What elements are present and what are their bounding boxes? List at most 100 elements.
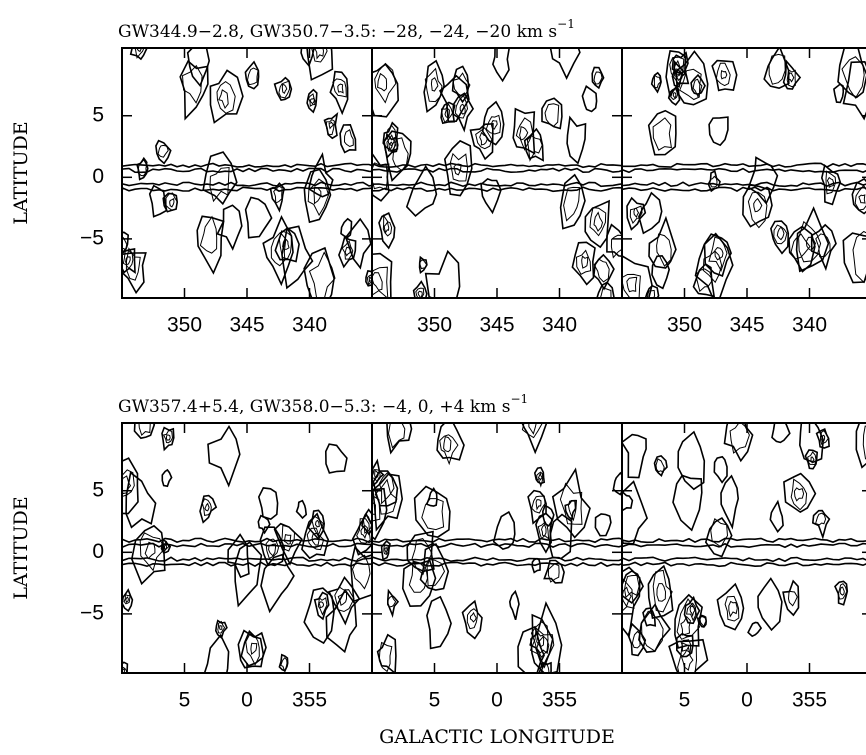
blob-contour: [696, 269, 713, 291]
panel-title: GW344.9−2.8, GW350.7−3.5: −28, −24, −20 …: [118, 17, 575, 42]
x-tick-label: 340: [792, 314, 827, 337]
plane-contour: [117, 562, 375, 566]
blob-contour: [382, 541, 390, 560]
blob-contour: [542, 525, 547, 537]
panel-title: GW357.4+5.4, GW358.0−5.3: −4, 0, +4 km s…: [118, 392, 528, 417]
title-text: GW357.4+5.4, GW358.0−5.3: −4, 0, +4 km s: [118, 397, 510, 417]
blob-contour: [729, 602, 738, 617]
blob-contour: [282, 84, 287, 93]
blob-contour: [615, 256, 652, 310]
blob-contour: [772, 414, 790, 443]
blob-contour: [595, 514, 611, 536]
x-tick-label: 0: [241, 689, 253, 712]
blob-contour: [791, 479, 806, 509]
panel-frame: [622, 423, 866, 673]
blob-contour: [673, 93, 676, 98]
blob-contour: [681, 617, 691, 635]
blob-contour: [341, 219, 352, 238]
plane-contour: [367, 538, 625, 542]
plane-contour: [617, 557, 866, 561]
y-axis-label: LATITUDE: [10, 496, 32, 599]
blob-contour: [388, 591, 398, 615]
blob-contour: [628, 624, 645, 656]
blob-contour: [789, 591, 798, 606]
x-tick-label: 0: [741, 689, 753, 712]
blob-contour: [493, 39, 510, 81]
blob-contour: [572, 242, 595, 284]
blob-contour: [649, 218, 676, 268]
contour-map: [357, 395, 626, 681]
blob-contour: [678, 432, 704, 489]
x-tick-label: 340: [292, 314, 327, 337]
blob-contour: [204, 635, 229, 686]
x-tick-label: 350: [167, 314, 202, 337]
blob-contour: [706, 518, 732, 556]
blob-contour: [208, 427, 240, 486]
x-tick-label: 355: [542, 689, 577, 712]
blob-contour: [427, 597, 451, 649]
blob-contour: [245, 62, 258, 89]
blob-contour: [522, 411, 541, 438]
blob-contour: [210, 70, 243, 122]
title-superscript: −1: [510, 392, 528, 406]
blob-contour: [476, 128, 492, 149]
blob-contour: [770, 502, 783, 532]
blob-contour: [743, 185, 772, 227]
blob-contour: [480, 133, 488, 145]
blob-contour: [309, 154, 333, 196]
plane-contour: [367, 557, 625, 561]
blob-contour: [657, 234, 672, 266]
plane-contour: [367, 562, 625, 566]
blob-contour: [657, 584, 666, 602]
y-tick-label: 0: [92, 540, 104, 563]
blob-contour: [333, 79, 347, 97]
x-tick-label: 355: [292, 689, 327, 712]
blob-contour: [634, 208, 639, 217]
blob-contour: [329, 122, 333, 128]
blob-contour: [326, 444, 347, 473]
y-tick-label: 5: [92, 478, 104, 501]
blob-contour: [548, 564, 559, 582]
blob-contour: [627, 198, 645, 230]
blob-contour: [403, 561, 436, 607]
blob-contour: [748, 623, 761, 637]
blob-contour: [794, 488, 803, 501]
blob-contour: [263, 217, 293, 284]
plane-contour: [617, 187, 866, 191]
blob-contour: [205, 504, 209, 511]
plane-contour: [117, 538, 375, 542]
blob-contour: [470, 613, 476, 622]
blob-contour: [652, 256, 669, 288]
plane-contour: [367, 168, 625, 172]
blob-contour: [716, 63, 730, 86]
blob-contour: [200, 217, 216, 253]
blob-contour: [378, 635, 396, 673]
blob-contour: [577, 251, 591, 275]
blob-contour: [715, 248, 723, 260]
blob-contour: [197, 216, 223, 273]
blob-contour: [717, 584, 743, 630]
blob-contour: [138, 158, 147, 176]
plane-contour: [117, 187, 375, 191]
contour-map: [615, 42, 866, 311]
blob-contour: [202, 499, 211, 516]
blob-contour: [315, 44, 324, 59]
blob-contour: [122, 590, 132, 611]
plane-contour: [367, 187, 625, 191]
x-tick-label: 340: [542, 314, 577, 337]
blob-contour: [840, 587, 844, 595]
x-tick-label: 345: [479, 314, 514, 337]
blob-contour: [444, 437, 451, 452]
contour-map: [362, 35, 625, 310]
blob-contour: [279, 81, 290, 98]
blob-contour: [162, 470, 171, 486]
blob-contour: [311, 98, 315, 104]
contour-map: [117, 20, 375, 306]
blob-contour: [167, 435, 171, 440]
blob-contour: [158, 145, 168, 157]
blob-contour: [316, 520, 320, 526]
plane-contour: [367, 182, 625, 186]
blob-contour: [415, 487, 450, 538]
blob-contour: [180, 61, 208, 119]
blob-contour: [164, 431, 173, 443]
